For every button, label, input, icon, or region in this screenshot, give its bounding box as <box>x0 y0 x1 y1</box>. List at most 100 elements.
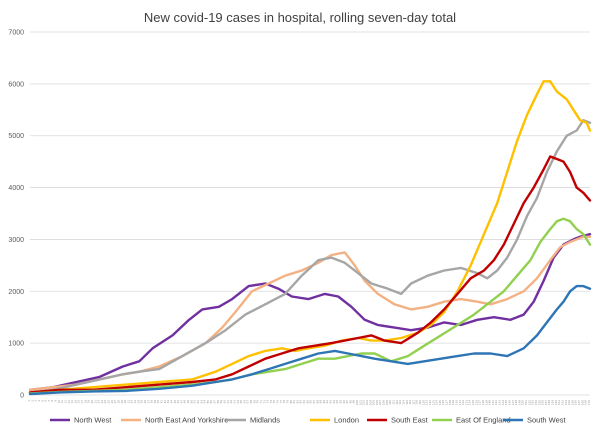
x-tick-label: 124 <box>435 400 439 405</box>
x-tick-label: 104 <box>368 400 372 405</box>
y-tick-label: 1000 <box>8 341 24 348</box>
x-tick-label: 99 <box>352 400 356 404</box>
x-tick-label: 135 <box>471 400 475 405</box>
x-tick-label: 6 <box>44 400 48 402</box>
x-tick-label: 13 <box>67 400 71 404</box>
x-tick-label: 7 <box>47 400 51 402</box>
x-tick-label: 60 <box>223 400 227 404</box>
x-tick-label: 127 <box>445 400 449 405</box>
legend-label-london: London <box>334 416 359 425</box>
x-tick-label: 94 <box>335 400 339 404</box>
x-tick-label: 44 <box>169 400 173 404</box>
x-tick-label: 33 <box>133 400 137 404</box>
legend-label-east-of-england: East Of England <box>456 416 511 425</box>
x-tick-label: 123 <box>431 400 435 405</box>
x-tick-label: 143 <box>498 400 502 405</box>
x-tick-label: 61 <box>226 400 230 404</box>
x-tick-label: 92 <box>329 400 333 404</box>
x-tick-label: 15 <box>73 400 77 404</box>
x-tick-label: 149 <box>517 400 521 405</box>
x-tick-label: 152 <box>527 400 531 405</box>
x-tick-label: 139 <box>484 400 488 405</box>
x-tick-label: 41 <box>160 400 164 404</box>
x-tick-label: 19 <box>87 400 91 404</box>
x-tick-label: 130 <box>454 400 458 405</box>
x-tick-label: 88 <box>315 400 319 404</box>
x-tick-label: 51 <box>193 400 197 404</box>
x-tick-label: 132 <box>461 400 465 405</box>
x-tick-label: 80 <box>289 400 293 404</box>
x-tick-label: 155 <box>537 400 541 405</box>
chart-title: New covid-19 cases in hospital, rolling … <box>144 10 456 25</box>
x-tick-label: 158 <box>547 400 551 405</box>
x-tick-label: 62 <box>229 400 233 404</box>
y-tick-label: 2000 <box>8 289 24 296</box>
x-tick-label: 24 <box>103 400 107 404</box>
x-tick-label: 100 <box>355 400 359 405</box>
x-tick-label: 148 <box>514 400 518 405</box>
x-tick-label: 166 <box>574 400 578 405</box>
x-tick-label: 66 <box>242 400 246 404</box>
x-axis-ticks: 1 2 3 4 5 6 7 8 9 10 11 12 13 14 15 16 17 18 19 20 21 22 23 24 2… <box>27 400 591 405</box>
x-tick-label: 25 <box>107 400 111 404</box>
y-axis-ticks: 0 1000 2000 3000 4000 5000 6000 7000 <box>8 30 24 400</box>
x-tick-label: 27 <box>113 400 117 404</box>
x-tick-label: 50 <box>189 400 193 404</box>
x-tick-label: 161 <box>557 400 561 405</box>
x-tick-label: 38 <box>150 400 154 404</box>
x-tick-label: 137 <box>478 400 482 405</box>
x-tick-label: 147 <box>511 400 515 405</box>
x-tick-label: 39 <box>153 400 157 404</box>
x-tick-label: 12 <box>63 400 67 404</box>
x-tick-label: 21 <box>93 400 97 404</box>
y-tick-label: 0 <box>20 393 24 400</box>
x-tick-label: 2 <box>30 400 34 402</box>
x-tick-label: 140 <box>488 400 492 405</box>
x-tick-label: 85 <box>305 400 309 404</box>
x-tick-label: 162 <box>560 400 564 405</box>
x-tick-label: 151 <box>524 400 528 405</box>
x-tick-label: 79 <box>285 400 289 404</box>
series-line-north-west <box>28 232 592 391</box>
x-tick-label: 146 <box>507 400 511 405</box>
x-tick-label: 153 <box>531 400 535 405</box>
x-tick-label: 87 <box>312 400 316 404</box>
x-tick-label: 40 <box>156 400 160 404</box>
series-line-south-east <box>28 155 592 394</box>
x-tick-label: 22 <box>97 400 101 404</box>
x-tick-label: 97 <box>345 400 349 404</box>
x-tick-label: 63 <box>232 400 236 404</box>
x-tick-label: 122 <box>428 400 432 405</box>
x-tick-label: 115 <box>405 400 409 405</box>
x-tick-label: 18 <box>83 400 87 404</box>
x-tick-label: 157 <box>544 400 548 405</box>
x-tick-label: 90 <box>322 400 326 404</box>
x-tick-label: 34 <box>136 400 140 404</box>
legend-label-north-east-and-yorkshire: North East And Yorkshire <box>145 416 228 425</box>
x-tick-label: 1 <box>27 400 31 402</box>
x-tick-label: 114 <box>401 400 405 405</box>
x-tick-label: 93 <box>332 400 336 404</box>
x-tick-label: 107 <box>378 400 382 405</box>
x-tick-label: 16 <box>77 400 81 404</box>
x-tick-label: 128 <box>448 400 452 405</box>
x-tick-label: 129 <box>451 400 455 405</box>
x-tick-label: 138 <box>481 400 485 405</box>
x-tick-label: 96 <box>342 400 346 404</box>
x-tick-label: 75 <box>272 400 276 404</box>
x-tick-label: 31 <box>126 400 130 404</box>
x-tick-label: 78 <box>282 400 286 404</box>
x-tick-label: 126 <box>441 400 445 405</box>
x-tick-label: 3 <box>34 400 38 402</box>
x-tick-label: 98 <box>348 400 352 404</box>
x-tick-label: 165 <box>570 400 574 405</box>
x-tick-label: 4 <box>37 400 41 402</box>
x-tick-label: 32 <box>130 400 134 404</box>
x-tick-label: 109 <box>385 400 389 405</box>
x-tick-label: 10 <box>57 400 61 404</box>
x-tick-label: 106 <box>375 400 379 405</box>
x-tick-label: 119 <box>418 400 422 405</box>
x-tick-label: 81 <box>292 400 296 404</box>
x-tick-label: 160 <box>554 400 558 405</box>
x-tick-label: 95 <box>338 400 342 404</box>
